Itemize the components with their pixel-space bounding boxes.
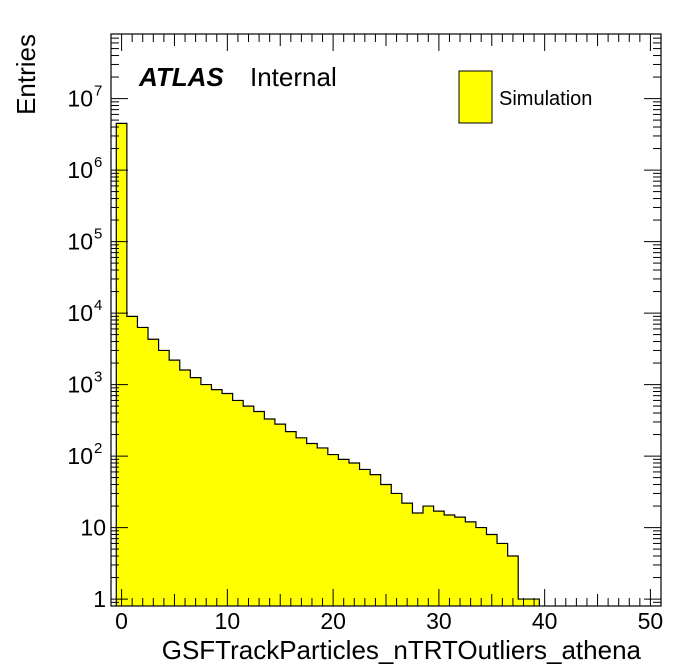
histogram-bar: [148, 339, 159, 606]
histogram-bar: [507, 556, 519, 606]
y-tick-label: 10: [67, 300, 93, 326]
x-tick-label: 0: [115, 608, 128, 634]
histogram-bar: [274, 424, 286, 606]
x-tick-labels: 0 10 20 30 40 50: [115, 608, 663, 634]
histogram-bar: [412, 512, 424, 606]
histogram-bar: [137, 327, 149, 606]
histogram-bar: [370, 474, 382, 606]
x-tick-label: 50: [638, 608, 664, 634]
histogram-outline: [115, 122, 540, 606]
atlas-label-internal: Internal: [250, 62, 337, 92]
histogram-bar: [433, 511, 445, 606]
y-tick-label: 1: [93, 586, 106, 612]
histogram-bar: [348, 463, 360, 606]
histogram-bar: [327, 454, 339, 606]
histogram-bar: [264, 418, 276, 606]
y-tick-label-exponent: 7: [94, 83, 102, 100]
x-tick-label: 20: [320, 608, 346, 634]
histogram-bar: [179, 369, 191, 606]
histogram-bar: [243, 406, 255, 606]
histogram-bar: [200, 384, 212, 606]
histogram-bars: [116, 123, 540, 606]
legend-entry-simulation: Simulation: [499, 88, 592, 110]
legend-swatch: [458, 70, 493, 124]
histogram-bar: [391, 493, 403, 606]
x-tick-label: 30: [426, 608, 452, 634]
y-axis-title: Entries: [11, 34, 41, 115]
histogram-bar: [296, 437, 307, 606]
histogram-bar: [126, 316, 138, 606]
y-tick-label: 10: [80, 515, 106, 541]
histogram-bar: [486, 534, 498, 606]
y-tick-label-exponent: 2: [94, 440, 102, 457]
y-tick-label: 10: [67, 86, 93, 112]
atlas-label-bold: ATLAS: [138, 62, 224, 92]
histogram-bar: [423, 506, 434, 606]
histogram-bar: [169, 360, 181, 606]
histogram-bar: [497, 543, 508, 606]
y-tick-label: 10: [67, 443, 93, 469]
histogram-bar: [444, 514, 456, 606]
atlas-label: ATLAS Internal: [138, 62, 337, 92]
histogram-bar: [211, 389, 223, 606]
histogram-bar: [401, 503, 413, 606]
x-axis-title: GSFTrackParticles_nTRTOutliers_athena: [162, 635, 642, 665]
histogram-bar: [338, 459, 350, 606]
histogram-bar: [475, 527, 487, 606]
histogram-bar: [465, 521, 477, 606]
histogram-bar: [253, 411, 265, 606]
histogram-bar: [232, 400, 244, 606]
histogram-bar: [285, 431, 297, 606]
x-tick-label: 10: [215, 608, 241, 634]
histogram-bar: [317, 447, 329, 606]
y-tick-label-exponent: 6: [94, 154, 102, 171]
axis-ticks: [111, 33, 661, 607]
histogram-bar: [380, 484, 392, 606]
y-tick-label: 10: [67, 157, 93, 183]
histogram-bar: [116, 123, 128, 606]
y-tick-label-exponent: 5: [94, 226, 102, 243]
histogram-bar: [454, 517, 466, 606]
histogram-bar: [158, 350, 170, 606]
x-tick-label: 40: [532, 608, 558, 634]
histogram-bar: [190, 377, 202, 606]
y-tick-label: 10: [67, 372, 93, 398]
histogram-bar: [306, 443, 318, 606]
legend: Simulation: [458, 70, 592, 124]
y-tick-label: 10: [67, 229, 93, 255]
y-tick-label-exponent: 4: [94, 297, 102, 314]
histogram-outline-path: [115, 122, 540, 606]
histogram-bar: [222, 393, 233, 606]
histogram-bar: [359, 469, 371, 606]
y-tick-label-exponent: 3: [94, 369, 102, 386]
